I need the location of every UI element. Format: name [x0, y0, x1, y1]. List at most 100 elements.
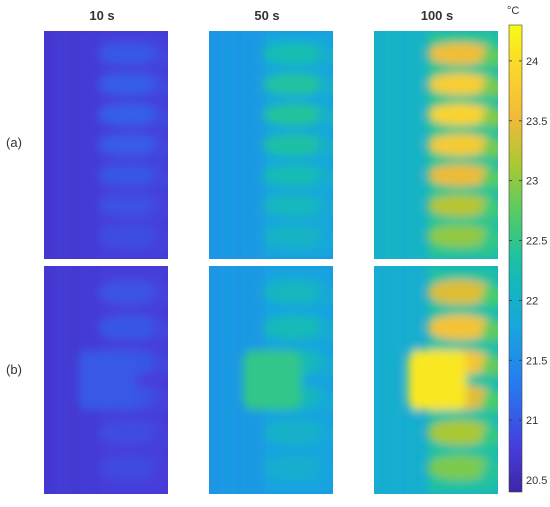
heatmap-cell	[97, 42, 163, 65]
heatmap-cell	[152, 460, 168, 482]
heatmap-cell	[97, 194, 163, 217]
heatmap-cell	[427, 134, 493, 156]
heatmap-panels	[44, 31, 498, 494]
heatmap-cell	[97, 279, 163, 305]
column-title-100s: 100 s	[421, 8, 454, 23]
heatmap-panel-b-50s	[209, 266, 333, 494]
heatmap-cell	[427, 164, 493, 187]
heatmap-cell	[152, 355, 168, 377]
row-label-b: (b)	[6, 362, 22, 377]
heatmap-cell	[262, 225, 328, 248]
heatmap-cell	[262, 73, 328, 96]
heatmap-cell	[317, 138, 333, 158]
heatmap-panel-a-50s	[209, 31, 333, 259]
heatmap-cell	[482, 78, 498, 97]
colorbar-tick-label: 21.5	[526, 355, 547, 367]
heatmap-cell	[482, 169, 498, 188]
colorbar-tick-label: 21	[526, 415, 538, 427]
heatmap-cell	[97, 419, 163, 446]
heatmap-cell	[152, 425, 168, 447]
column-titles: 10 s 50 s 100 s	[89, 8, 453, 23]
heatmap-cell	[388, 266, 398, 494]
heatmap-cell	[97, 73, 163, 96]
heatmap-cell	[152, 47, 168, 66]
heatmap-cell	[262, 419, 328, 446]
heatmap-cell	[97, 314, 163, 341]
heatmap-cell	[482, 460, 498, 482]
heatmap-cell	[482, 390, 498, 412]
heatmap-cell	[262, 314, 328, 341]
heatmap-cell	[482, 285, 498, 307]
colorbar-tick-label: 23	[526, 176, 538, 188]
heatmap-cell	[152, 108, 168, 127]
heatmap-cell	[427, 419, 493, 446]
heatmap-cell	[317, 425, 333, 447]
heatmap-cell	[427, 225, 493, 248]
heatmap-cell	[408, 350, 466, 410]
colorbar-tick-label: 24	[526, 56, 538, 68]
heatmap-cell	[262, 134, 328, 156]
colorbar-tick-label: 23.5	[526, 116, 547, 128]
heatmap-cell	[427, 103, 493, 126]
heatmap-cell	[482, 138, 498, 158]
colorbar-tick-label: 20.5	[526, 475, 547, 487]
heatmap-cell	[80, 31, 90, 259]
heatmap-cell	[317, 78, 333, 97]
heatmap-cell	[97, 103, 163, 126]
heatmap-cell	[482, 320, 498, 342]
colorbar: °C 20.5 21 21.5 22 22.5 23 23.5 24	[507, 5, 547, 493]
heatmap-cell	[482, 230, 498, 249]
heatmap-cell	[482, 47, 498, 66]
heatmap-cell	[152, 230, 168, 249]
colorbar-tick-label: 22	[526, 295, 538, 307]
heatmap-cell	[223, 31, 233, 259]
heatmap-cell	[97, 225, 163, 248]
heatmap-cell	[317, 355, 333, 377]
heatmap-cell	[317, 199, 333, 218]
column-title-50s: 50 s	[254, 8, 279, 23]
heatmap-panel-a-10s	[44, 31, 168, 259]
row-label-a: (a)	[6, 135, 22, 150]
heatmap-cell	[262, 42, 328, 65]
heatmap-cell	[317, 390, 333, 412]
heatmap-cell	[427, 42, 493, 65]
heatmap-cell	[317, 108, 333, 127]
heatmap-cell	[317, 460, 333, 482]
heatmap-cell	[97, 455, 163, 481]
heatmap-cell	[317, 320, 333, 342]
heatmap-cell	[317, 230, 333, 249]
heatmap-cell	[58, 31, 68, 259]
column-title-10s: 10 s	[89, 8, 114, 23]
colorbar-tick-label: 22.5	[526, 236, 547, 248]
heatmap-cell	[262, 279, 328, 305]
heatmap-cell	[262, 164, 328, 187]
heatmap-cell	[58, 266, 68, 494]
heatmap-cell	[410, 31, 420, 259]
heatmap-cell	[152, 138, 168, 158]
heatmap-cell	[152, 390, 168, 412]
heatmap-cell	[152, 169, 168, 188]
heatmap-panel-a-100s	[374, 31, 498, 259]
heatmap-cell	[152, 320, 168, 342]
heatmap-cell	[427, 73, 493, 96]
heatmap-cell	[427, 314, 493, 341]
heatmap-cell	[262, 455, 328, 481]
heatmap-cell	[482, 425, 498, 447]
heatmap-cell	[427, 279, 493, 305]
heatmap-cell	[243, 350, 301, 410]
heatmap-cell	[97, 164, 163, 187]
heatmap-cell	[152, 199, 168, 218]
heatmap-cell	[245, 31, 255, 259]
heatmap-cell	[317, 169, 333, 188]
heatmap-cell	[152, 78, 168, 97]
heatmap-cell	[388, 31, 398, 259]
heatmap-cell	[482, 355, 498, 377]
row-labels: (a) (b)	[6, 135, 22, 377]
heatmap-cell	[152, 285, 168, 307]
heatmap-cell	[262, 194, 328, 217]
heatmap-cell	[317, 47, 333, 66]
heatmap-cell	[78, 350, 136, 410]
heatmap-cell	[482, 199, 498, 218]
